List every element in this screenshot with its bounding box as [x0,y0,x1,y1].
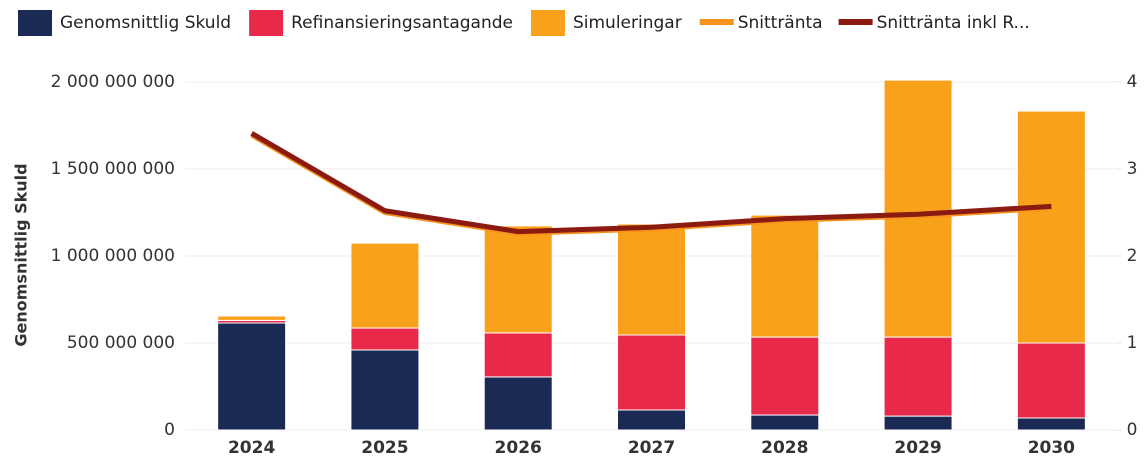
bar-segment [483,376,553,431]
line-series [250,131,1052,235]
bar-segment [617,409,686,431]
bar-segment [483,332,553,378]
bar-segment [883,415,953,431]
x-tick-label: 2025 [361,438,408,458]
bar-segment [1016,417,1086,431]
legend-label: Snittränta [738,13,823,33]
legend-label: Simuleringar [573,13,682,33]
legend-label: Genomsnittlig Skuld [60,13,231,33]
legend-swatch [530,10,565,36]
bar-segment [350,242,420,329]
bar-segment [617,223,686,336]
y2-tick-label: 2 [1127,246,1138,266]
legend-label: Refinansieringsantagande [291,13,513,33]
y-tick-label: 2 000 000 000 [51,72,175,92]
x-tick-label: 2027 [628,438,675,458]
legend-swatch [249,10,284,36]
x-tick-label: 2026 [495,438,542,458]
bar-segment [750,414,820,431]
y2-tick-label: 3 [1127,159,1138,179]
y2-tick-label: 1 [1127,333,1138,353]
bar-segment [750,336,820,416]
bar-segment [350,349,420,431]
bar-segment [350,327,420,351]
y-tick-label: 500 000 000 [67,333,175,353]
legend-label: Snittränta inkl R... [877,13,1030,33]
y-tick-label: 1 500 000 000 [51,159,175,179]
bar-segment [217,322,287,431]
x-tick-label: 2029 [894,438,941,458]
y2-tick-label: 0 [1127,420,1138,440]
bar-segment [883,79,953,338]
bar-segment [1016,342,1086,419]
legend-swatch [18,10,52,36]
bar-segment [1016,110,1086,344]
bar-segment [883,336,953,417]
x-tick-label: 2028 [761,438,808,458]
y-tick-label: 0 [164,420,175,440]
bar-segment [617,334,686,411]
y-tick-label: 1 000 000 000 [51,246,175,266]
bar-segment [750,214,820,338]
y2-tick-label: 4 [1127,72,1138,92]
y-axis-label: Genomsnittlig Skuld [12,163,31,346]
bar-segment [483,225,553,334]
legend: Genomsnittlig Skuld Refinansieringsantaga… [18,10,1030,36]
x-tick-label: 2030 [1028,438,1075,458]
bar-segment [217,315,287,321]
x-tick-label: 2024 [228,438,275,458]
